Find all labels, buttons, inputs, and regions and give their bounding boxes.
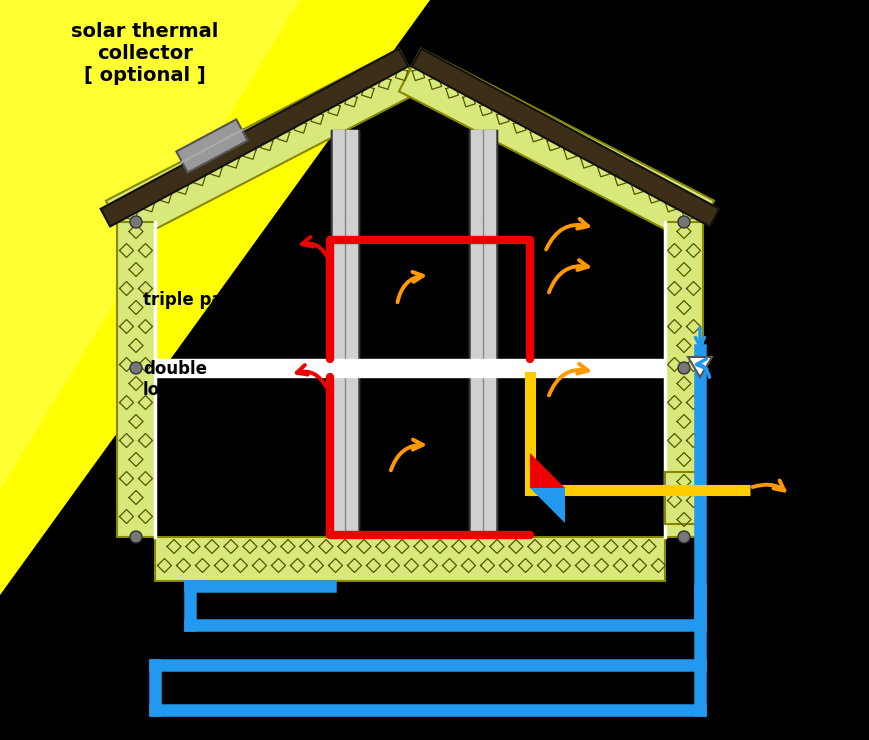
- Circle shape: [129, 531, 142, 543]
- Bar: [664, 472, 702, 524]
- Polygon shape: [176, 119, 248, 172]
- Bar: [664, 222, 702, 537]
- Polygon shape: [399, 49, 713, 243]
- Circle shape: [677, 362, 689, 374]
- Polygon shape: [0, 0, 300, 490]
- Text: solar thermal
collector
[ optional ]: solar thermal collector [ optional ]: [71, 22, 218, 85]
- Bar: [155, 537, 664, 581]
- Bar: [116, 222, 155, 537]
- Circle shape: [677, 216, 689, 228]
- Polygon shape: [101, 49, 408, 226]
- Text: triple pane: triple pane: [143, 291, 245, 309]
- Circle shape: [129, 362, 142, 374]
- Polygon shape: [529, 488, 564, 523]
- Polygon shape: [0, 0, 429, 595]
- Polygon shape: [411, 49, 719, 226]
- Circle shape: [129, 216, 142, 228]
- Polygon shape: [106, 49, 421, 243]
- Polygon shape: [687, 357, 711, 377]
- Polygon shape: [529, 453, 564, 488]
- Circle shape: [677, 531, 689, 543]
- Text: double
low-eglazing: double low-eglazing: [143, 360, 261, 399]
